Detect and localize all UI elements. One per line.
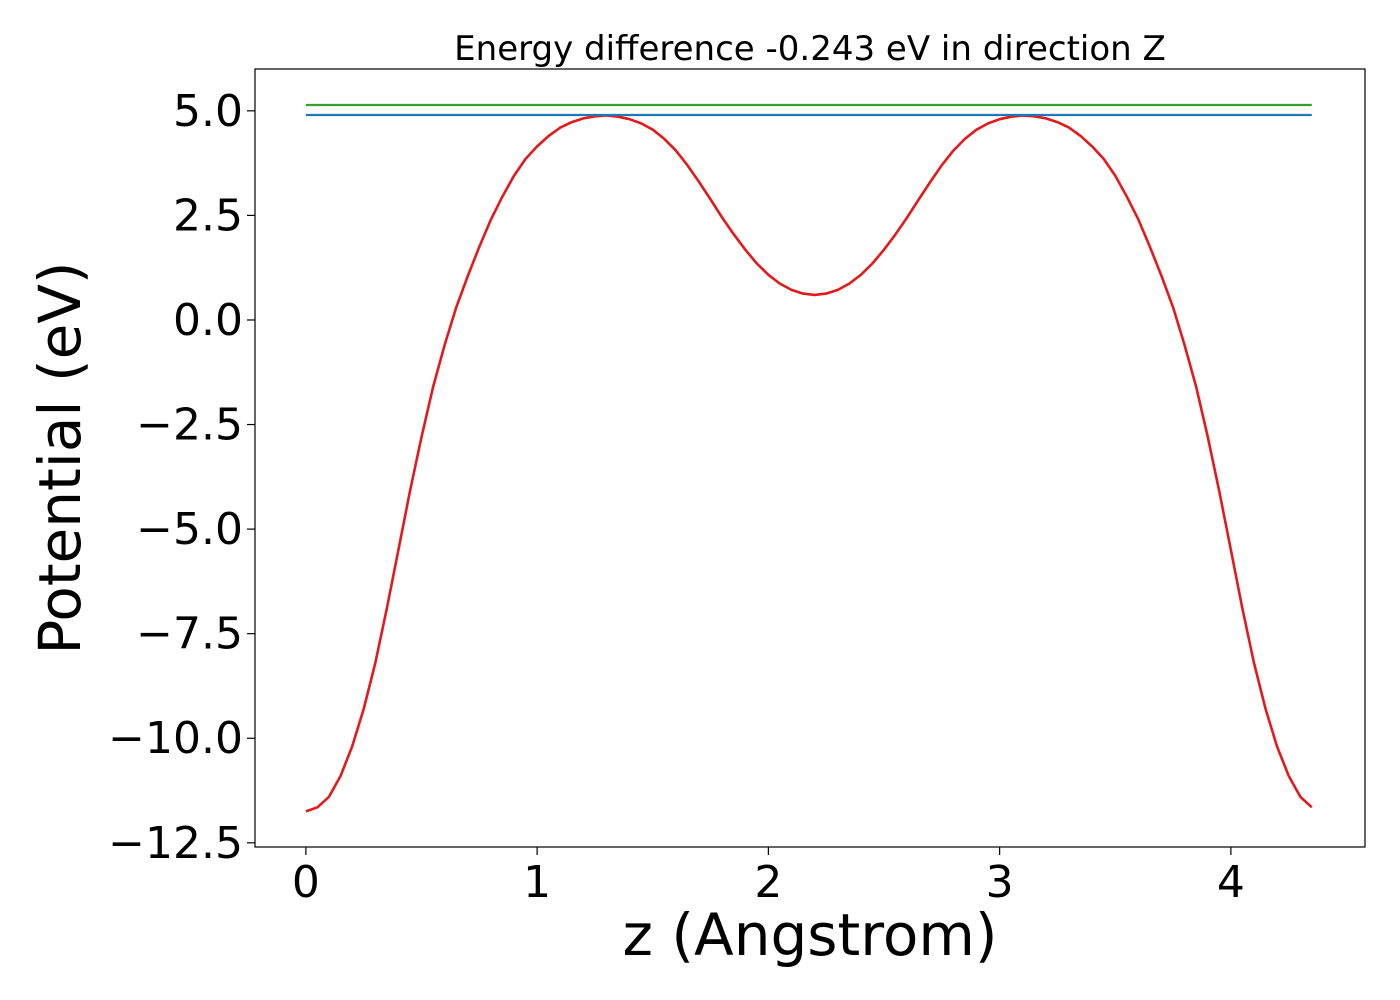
y-tick-label: −5.0: [136, 504, 243, 555]
x-tick-label: 0: [292, 857, 320, 908]
plot-frame: [254, 68, 1366, 848]
y-axis-label: Potential (eV): [26, 261, 94, 654]
y-tick-label: −7.5: [136, 609, 243, 660]
potential-curve: [305, 114, 1313, 813]
x-tick-label: 2: [754, 857, 782, 908]
y-tick-label: 0.0: [173, 295, 243, 346]
y-tick-label: −2.5: [136, 400, 243, 451]
y-axis: 5.0 2.5 0.0 −2.5 −5.0 −7.5 −10.0 −12.5: [108, 86, 255, 869]
y-tick-label: −10.0: [108, 713, 243, 764]
x-axis: 0 1 2 3 4: [292, 847, 1245, 908]
y-tick-label: 2.5: [173, 190, 243, 241]
x-tick-label: 3: [986, 857, 1014, 908]
plot-area: [305, 103, 1313, 813]
y-tick-label: −12.5: [108, 818, 243, 869]
x-tick-label: 1: [523, 857, 551, 908]
y-tick-label: 5.0: [173, 86, 243, 137]
x-axis-label: z (Angstrom): [623, 901, 998, 969]
chart-title: Energy difference -0.243 eV in direction…: [454, 29, 1166, 69]
x-tick-label: 4: [1217, 857, 1245, 908]
